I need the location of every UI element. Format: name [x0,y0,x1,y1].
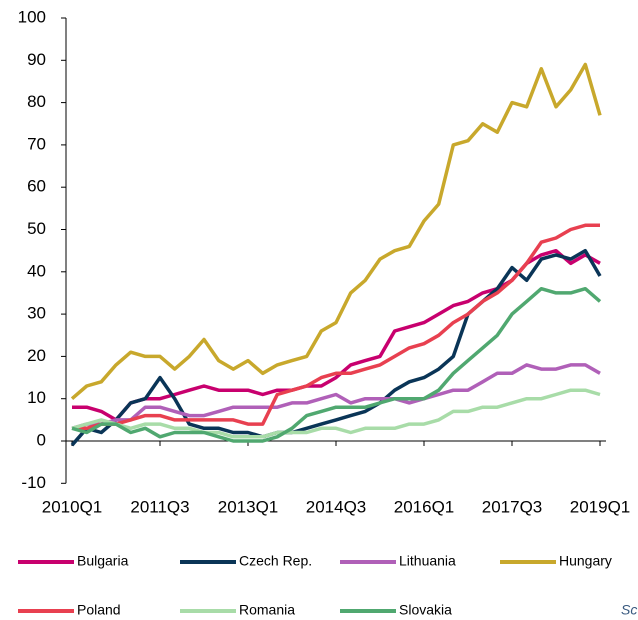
legend-label: Slovakia [399,602,452,618]
series-line [71,388,601,439]
series-line [71,286,602,443]
y-tick-label: 20 [27,346,46,365]
y-tick-label: 60 [27,177,46,196]
y-tick-label: -10 [21,473,46,492]
y-tick-label: 50 [27,219,46,238]
x-tick-label: 2013Q1 [218,497,279,516]
y-tick-label: 40 [27,261,46,280]
y-tick-label: 90 [27,50,46,69]
series-line [72,223,600,431]
y-tick-label: 100 [18,7,46,26]
x-tick-label: 2011Q3 [130,497,189,516]
x-tick-label: 2010Q1 [42,497,103,516]
x-tick-label: 2017Q3 [482,497,543,516]
y-tick-label: 70 [27,134,46,153]
series-line [71,363,601,430]
y-tick-label: 10 [27,388,46,407]
legend-label: Hungary [559,553,612,569]
legend-label: Bulgaria [77,553,129,569]
series-line [70,248,602,447]
legend-label: Czech Rep. [239,553,312,569]
y-tick-label: 0 [37,430,46,449]
y-tick-label: 80 [27,92,46,111]
legend-label: Romania [239,602,295,618]
legend-label: Poland [77,602,121,618]
x-tick-label: 2016Q1 [394,497,455,516]
series-line [70,62,602,401]
x-tick-label: 2019Q1 [570,497,631,516]
x-tick-label: 2014Q3 [306,497,367,516]
source: Sc [621,602,637,618]
legend-label: Lithuania [399,553,456,569]
y-tick-label: 30 [27,304,46,323]
